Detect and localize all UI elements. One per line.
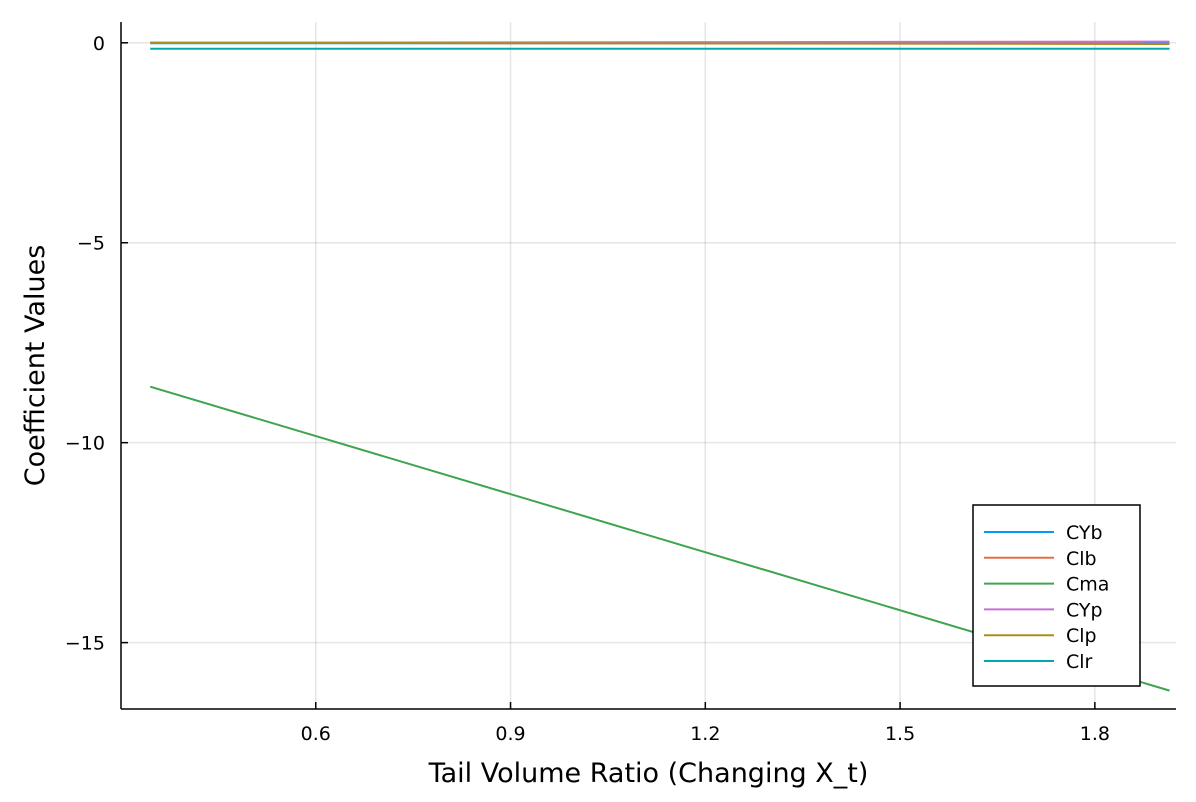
legend-label: CYb bbox=[1066, 522, 1103, 544]
x-tick-label: 0.9 bbox=[495, 723, 525, 745]
y-axis-title: Coefficient Values bbox=[20, 245, 51, 487]
legend-label: CYp bbox=[1066, 599, 1103, 621]
axes bbox=[120, 22, 1176, 710]
series-line-clp bbox=[150, 41, 1170, 45]
ticks: 0.6 0.9 1.2 1.5 1.8 0 −5 −10 −15 bbox=[65, 33, 1110, 745]
x-tick-label: 1.5 bbox=[885, 723, 915, 745]
x-tick-label: 1.2 bbox=[690, 723, 720, 745]
x-tick-label: 0.6 bbox=[301, 723, 331, 745]
legend-label: Clb bbox=[1066, 548, 1097, 570]
legend-label: Cma bbox=[1066, 574, 1109, 596]
legend-box bbox=[972, 504, 1141, 687]
legend-label: Clp bbox=[1066, 625, 1097, 647]
x-axis-title: Tail Volume Ratio (Changing X_t) bbox=[428, 758, 869, 789]
y-tick-label: −5 bbox=[77, 233, 105, 255]
y-tick-label: −15 bbox=[65, 633, 105, 655]
legend-label: Clr bbox=[1066, 651, 1093, 673]
y-tick-label: −10 bbox=[65, 433, 105, 455]
y-tick-label: 0 bbox=[93, 33, 105, 55]
legend: CYb Clb Cma CYp Clp Clr bbox=[972, 504, 1141, 687]
x-tick-label: 1.8 bbox=[1080, 723, 1110, 745]
